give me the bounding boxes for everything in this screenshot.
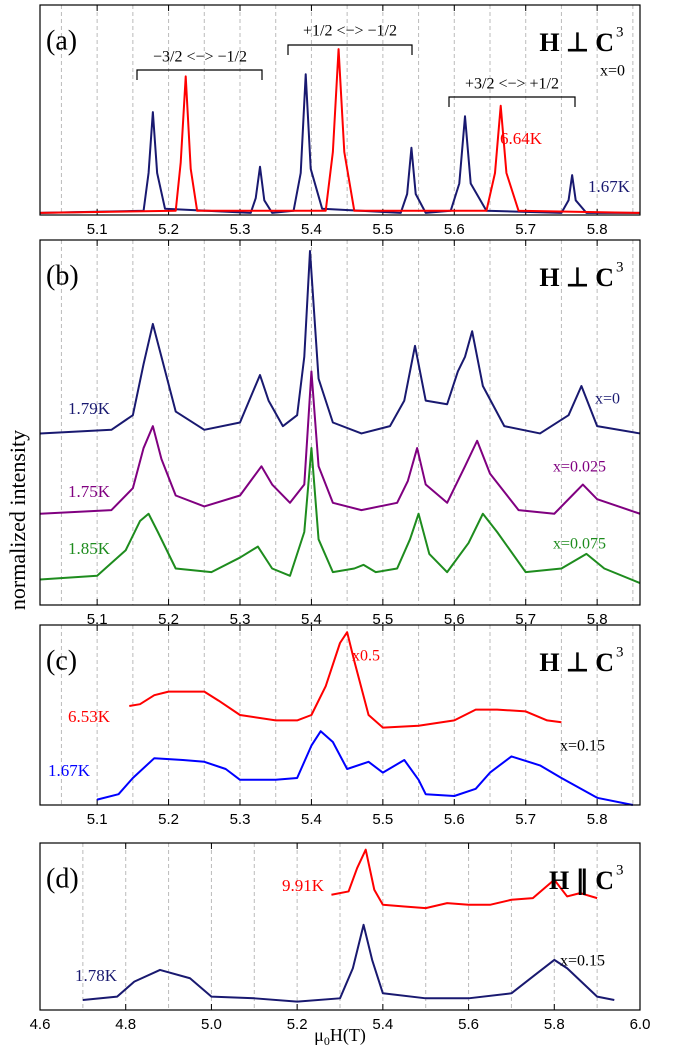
field-sup: 3 bbox=[616, 644, 624, 660]
field-label: H ⊥ C bbox=[539, 648, 614, 677]
x-tick-label: 5.6 bbox=[444, 221, 465, 238]
bracket bbox=[287, 44, 413, 55]
x-tick-label: 5.1 bbox=[87, 221, 108, 238]
annotation: x=0.15 bbox=[560, 953, 605, 970]
x-tick-label: 5.6 bbox=[444, 811, 465, 828]
spectrum-line bbox=[331, 848, 598, 910]
panel-label: (c) bbox=[46, 645, 77, 676]
x-label-part: H(T) bbox=[330, 1025, 366, 1046]
annotation: x=0.075 bbox=[553, 536, 606, 553]
bracket bbox=[448, 96, 576, 107]
field-sup: 3 bbox=[616, 24, 624, 40]
panel-label: (b) bbox=[46, 260, 79, 291]
field-sup: 3 bbox=[616, 862, 624, 878]
series-label: 1.75K bbox=[68, 482, 111, 501]
x-tick-label: 5.4 bbox=[301, 611, 322, 628]
spectrum-line bbox=[39, 249, 641, 435]
x-tick-label: 5.8 bbox=[587, 811, 608, 828]
x-tick-label: 5.3 bbox=[230, 221, 251, 238]
x-tick-label: 5.4 bbox=[301, 811, 322, 828]
spectrum-line bbox=[39, 447, 641, 585]
series-label: 9.91K bbox=[282, 876, 325, 895]
x-tick-label: 5.8 bbox=[587, 611, 608, 628]
plot-frame bbox=[39, 842, 641, 1011]
x-tick-label: 4.6 bbox=[30, 1016, 51, 1033]
annotation: x=0.15 bbox=[560, 738, 605, 755]
x-tick-label: 5.4 bbox=[372, 1016, 393, 1033]
series-label: 1.67K bbox=[48, 761, 91, 780]
x-tick-label: 5.1 bbox=[87, 811, 108, 828]
x-tick-label: 5.4 bbox=[301, 221, 322, 238]
x-tick-label: 5.2 bbox=[158, 811, 179, 828]
annotation: x0.5 bbox=[352, 648, 380, 665]
field-label: H ⊥ C bbox=[539, 28, 614, 57]
annotation: −3/2 <−> −1/2 bbox=[153, 49, 247, 66]
x-label-part: μ bbox=[314, 1025, 324, 1045]
series-label: 6.64K bbox=[500, 129, 543, 148]
x-tick-label: 5.3 bbox=[230, 611, 251, 628]
spectrum-line bbox=[39, 73, 640, 214]
x-tick-label: 5.8 bbox=[544, 1016, 565, 1033]
x-tick-label: 5.8 bbox=[587, 221, 608, 238]
x-tick-label: 5.5 bbox=[372, 811, 393, 828]
x-tick-label: 5.7 bbox=[515, 221, 536, 238]
bracket bbox=[136, 69, 263, 80]
series-label: 1.79K bbox=[68, 399, 111, 418]
annotation: x=0 bbox=[595, 391, 620, 408]
field-sup: 3 bbox=[616, 259, 624, 275]
x-tick-label: 5.5 bbox=[372, 611, 393, 628]
plot-frame bbox=[39, 624, 641, 806]
spectrum-line bbox=[96, 730, 634, 806]
spectrum-line bbox=[39, 48, 641, 214]
annotation: x=0.025 bbox=[553, 459, 606, 476]
spectrum-line bbox=[39, 370, 641, 515]
x-tick-label: 6.0 bbox=[630, 1016, 651, 1033]
x-tick-label: 5.7 bbox=[515, 811, 536, 828]
x-tick-label: 5.0 bbox=[201, 1016, 222, 1033]
x-tick-label: 5.2 bbox=[158, 611, 179, 628]
x-tick-label: 5.6 bbox=[444, 611, 465, 628]
spectrum-line bbox=[129, 631, 562, 729]
x-tick-label: 4.8 bbox=[115, 1016, 136, 1033]
x-tick-label: 5.7 bbox=[515, 611, 536, 628]
annotation: x=0 bbox=[600, 63, 625, 80]
series-label: 1.85K bbox=[68, 539, 111, 558]
series-label: 1.78K bbox=[75, 966, 118, 985]
panel-label: (a) bbox=[46, 25, 77, 56]
panel-label: (d) bbox=[46, 863, 79, 894]
field-label: H ⊥ C bbox=[539, 263, 614, 292]
x-tick-label: 5.3 bbox=[230, 811, 251, 828]
x-tick-label: 5.2 bbox=[158, 221, 179, 238]
plot-frame bbox=[39, 4, 641, 216]
plot-frame bbox=[39, 239, 641, 606]
series-label: 6.53K bbox=[68, 707, 111, 726]
x-tick-label: 5.2 bbox=[287, 1016, 308, 1033]
series-label: 1.67K bbox=[588, 177, 631, 196]
field-label: H ∥ C bbox=[549, 866, 614, 896]
x-tick-label: 5.5 bbox=[372, 221, 393, 238]
spectrum-line bbox=[82, 923, 615, 1003]
x-label-sub: 0 bbox=[324, 1034, 330, 1047]
x-tick-label: 5.6 bbox=[458, 1016, 479, 1033]
x-tick-label: 5.1 bbox=[87, 611, 108, 628]
y-axis-label: normalized intensity bbox=[5, 430, 30, 610]
annotation: +3/2 <−> +1/2 bbox=[465, 76, 559, 93]
x-axis-label: μ0H(T) bbox=[314, 1025, 366, 1047]
annotation: +1/2 <−> −1/2 bbox=[303, 23, 397, 40]
